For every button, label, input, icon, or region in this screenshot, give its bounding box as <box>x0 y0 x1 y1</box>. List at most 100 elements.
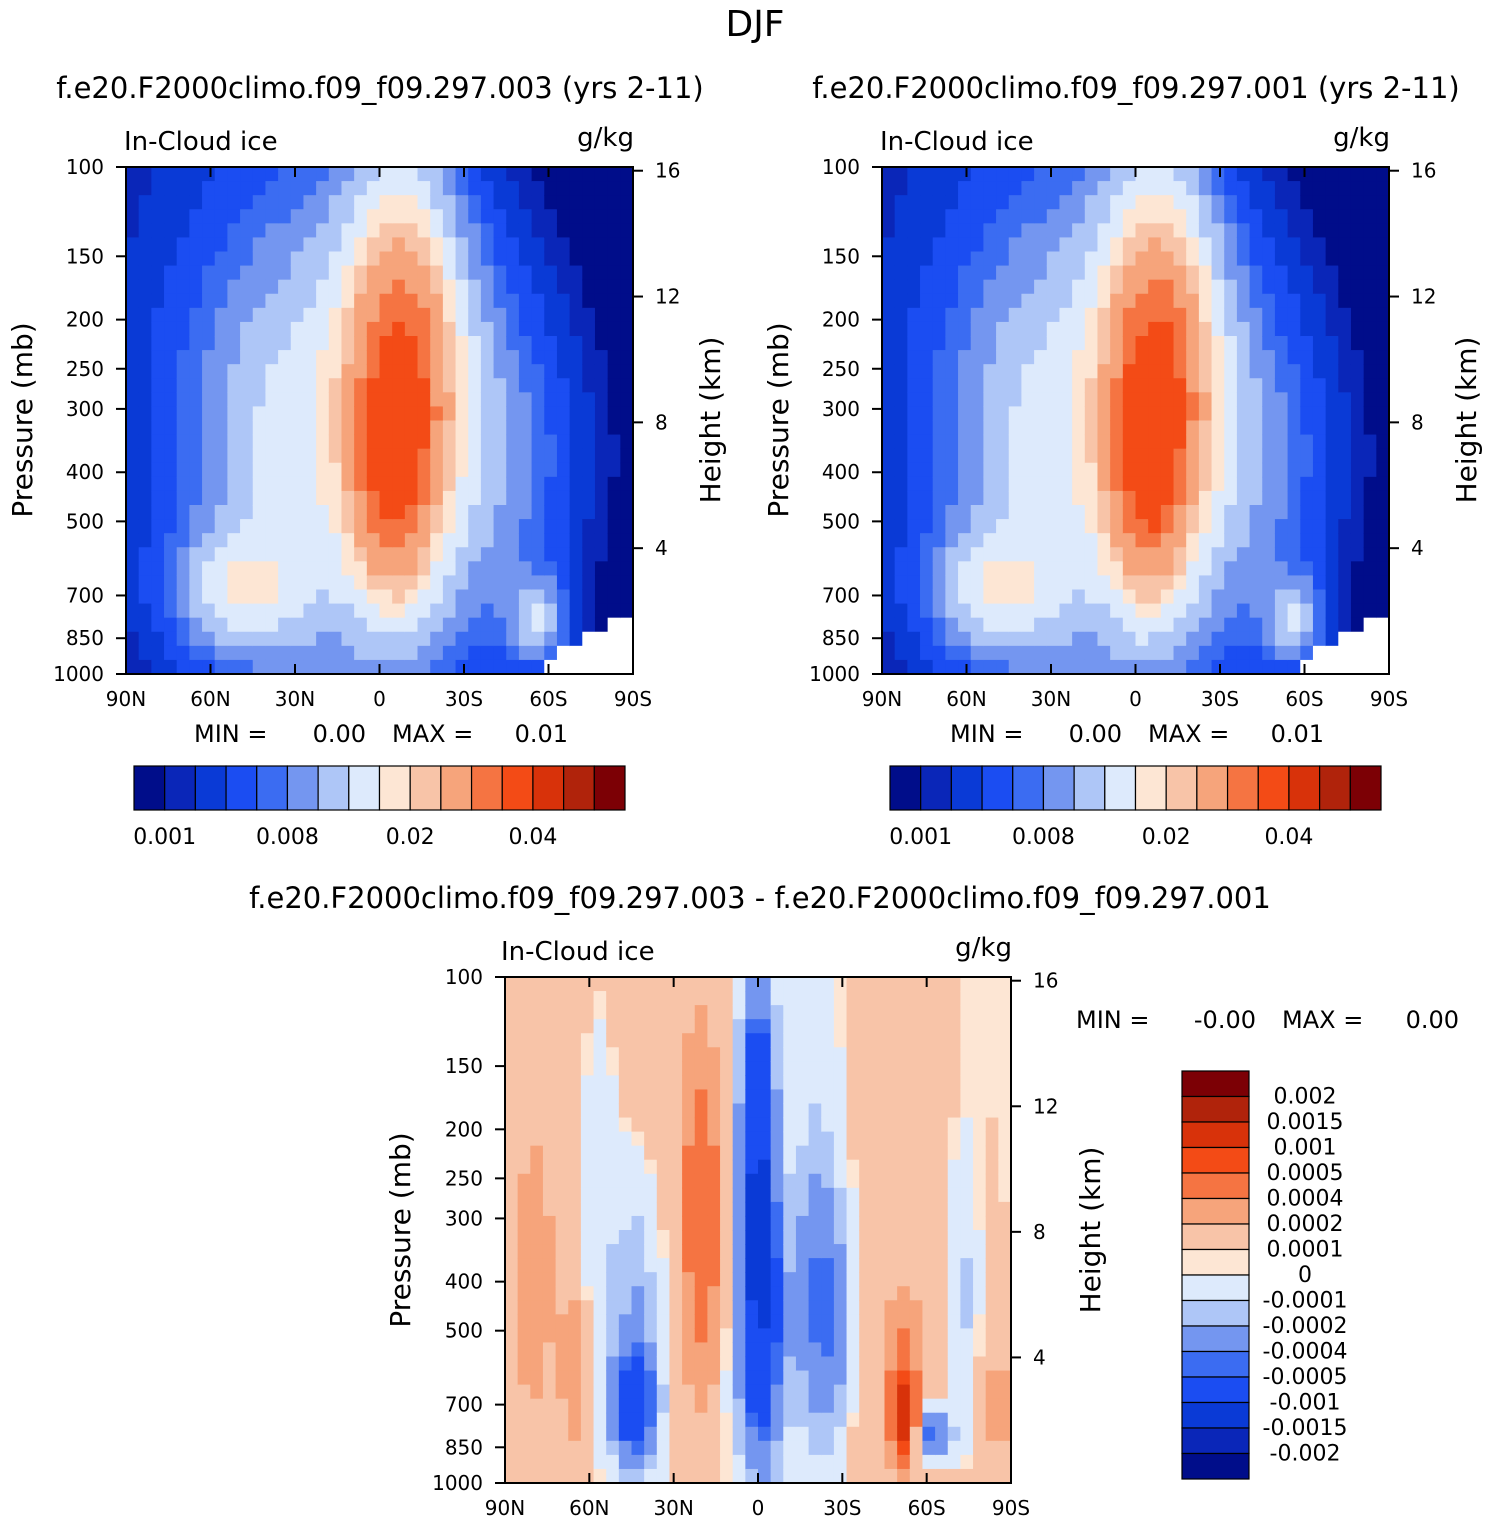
contour-cell <box>1034 321 1048 337</box>
contour-cell <box>947 1356 961 1372</box>
contour-cell <box>1122 265 1137 281</box>
contour-cell <box>542 1089 557 1105</box>
contour-cell <box>1160 265 1175 281</box>
contour-cell <box>1262 392 1276 408</box>
contour-cell <box>1198 167 1213 182</box>
contour-cell <box>506 420 520 436</box>
contour-cell <box>480 350 495 365</box>
contour-cell <box>366 265 381 281</box>
contour-cell <box>594 631 609 647</box>
contour-cell <box>694 1173 708 1189</box>
contour-cell <box>290 223 305 239</box>
contour-cell <box>607 209 621 224</box>
contour-cell <box>897 1454 911 1470</box>
contour-cell <box>240 575 254 591</box>
contour-cell <box>505 1159 519 1175</box>
contour-cell <box>935 1286 949 1301</box>
x-tick-label: 30S <box>823 1496 861 1520</box>
contour-cell <box>720 1019 734 1034</box>
contour-cell <box>265 167 279 182</box>
contour-cell <box>455 279 469 295</box>
contour-cell <box>417 645 431 661</box>
contour-cell <box>214 490 228 506</box>
contour-cell <box>1046 181 1061 196</box>
panel-1-ylabel: Pressure (mb) <box>6 322 39 517</box>
contour-cell <box>1198 547 1213 562</box>
contour-cell <box>404 336 419 351</box>
contour-cell <box>907 420 921 436</box>
contour-cell <box>582 420 596 436</box>
contour-cell <box>973 1145 987 1161</box>
contour-cell <box>1110 293 1124 309</box>
contour-cell <box>316 195 330 210</box>
contour-cell <box>607 645 621 661</box>
contour-cell <box>758 1075 772 1091</box>
contour-cell <box>1059 406 1073 422</box>
contour-cell <box>620 307 634 323</box>
contour-cell <box>1034 476 1048 492</box>
contour-cell <box>392 321 406 337</box>
panel-3-ylabel: Pressure (mb) <box>384 1132 417 1327</box>
contour-cell <box>202 490 216 506</box>
contour-cell <box>1122 336 1137 351</box>
contour-cell <box>392 645 406 661</box>
contour-cell <box>569 350 583 365</box>
contour-cell <box>392 575 406 591</box>
contour-cell <box>164 265 178 281</box>
contour-cell <box>138 575 152 591</box>
contour-cell <box>417 448 431 464</box>
contour-cell <box>1173 631 1187 647</box>
contour-cell <box>1046 575 1061 591</box>
contour-cell <box>707 1258 721 1273</box>
contour-cell <box>920 181 934 196</box>
contour-cell <box>631 1272 645 1287</box>
contour-cell <box>493 476 507 492</box>
contour-cell <box>328 462 343 478</box>
contour-cell <box>580 1187 595 1203</box>
contour-cell <box>164 279 178 295</box>
colorbar-label: -0.0004 <box>1263 1340 1348 1365</box>
x-tick-label: 60S <box>908 1496 946 1520</box>
contour-cell <box>493 195 507 210</box>
contour-cell <box>656 1356 671 1372</box>
contour-cell <box>493 659 507 675</box>
contour-cell <box>328 195 343 210</box>
contour-cell <box>303 321 317 337</box>
contour-cell <box>859 1426 873 1442</box>
contour-cell <box>909 1173 924 1189</box>
contour-cell <box>618 1384 633 1400</box>
contour-cell <box>983 645 997 661</box>
contour-cell <box>379 448 393 464</box>
contour-cell <box>998 1300 1012 1315</box>
contour-cell <box>996 617 1010 633</box>
contour-cell <box>945 321 959 337</box>
contour-cell <box>530 1230 544 1245</box>
contour-cell <box>1249 251 1263 267</box>
contour-cell <box>897 1398 911 1414</box>
contour-cell <box>983 293 997 309</box>
contour-cell <box>998 1440 1012 1456</box>
contour-cell <box>631 1117 645 1133</box>
contour-cell <box>983 181 997 196</box>
contour-cell <box>833 1300 848 1315</box>
contour-cell <box>480 659 495 675</box>
contour-cell <box>958 645 972 661</box>
panel-1-max-label: MAX = <box>392 720 473 748</box>
contour-cell <box>1034 279 1048 295</box>
y-tick-label: 700 <box>66 583 104 607</box>
contour-cell <box>1046 561 1061 577</box>
contour-cell <box>493 321 507 337</box>
contour-cell <box>517 1454 531 1470</box>
contour-cell <box>468 547 482 562</box>
x-tick-label: 0 <box>373 687 386 711</box>
contour-cell <box>945 392 959 408</box>
contour-cell <box>138 505 152 520</box>
contour-cell <box>656 1159 671 1175</box>
contour-cell <box>1274 519 1289 534</box>
contour-cell <box>354 321 368 337</box>
contour-cell <box>1338 589 1352 605</box>
contour-cell <box>985 1117 999 1133</box>
contour-cell <box>745 1061 759 1076</box>
contour-cell <box>1110 307 1124 323</box>
contour-cell <box>126 645 140 661</box>
